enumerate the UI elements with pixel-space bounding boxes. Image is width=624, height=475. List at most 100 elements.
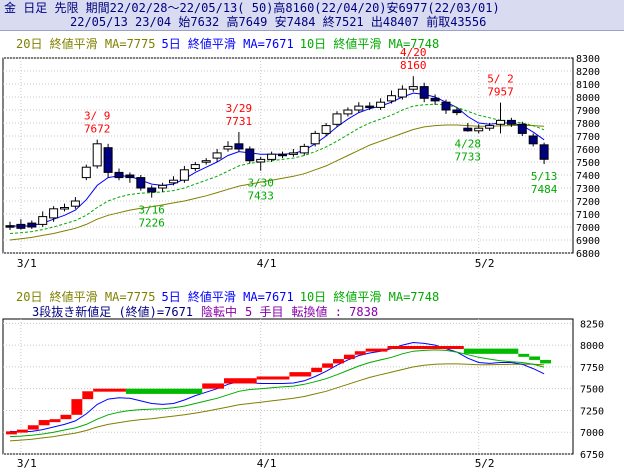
candle-body bbox=[136, 177, 146, 189]
y-tick-label: 8200 bbox=[576, 67, 600, 78]
break-info-item: 転換値 : 7838 bbox=[292, 304, 379, 319]
candle-body bbox=[245, 148, 255, 162]
candle-body bbox=[201, 160, 211, 163]
y-tick-label: 6900 bbox=[576, 236, 600, 247]
annotation-value: 7731 bbox=[226, 115, 253, 128]
brick-up bbox=[16, 429, 28, 433]
annotation-value: 7484 bbox=[531, 183, 558, 196]
annotation-date: 5/13 bbox=[531, 170, 558, 183]
candle-body bbox=[288, 152, 298, 155]
brick-up bbox=[6, 431, 17, 435]
candle-body bbox=[354, 105, 364, 111]
brick-up bbox=[256, 376, 290, 380]
ma-line-3 bbox=[9, 349, 545, 438]
ma-line-3 bbox=[9, 103, 545, 234]
brick-up bbox=[343, 354, 355, 360]
legend-entry: 10日 終値平滑 MA=7748 bbox=[300, 289, 439, 304]
brick-up bbox=[27, 425, 39, 430]
y-tick-label: 6800 bbox=[576, 249, 600, 260]
candle-body bbox=[419, 86, 429, 99]
y-tick-label: 7300 bbox=[576, 184, 600, 195]
y-tick-label: 7900 bbox=[576, 106, 600, 117]
candle-body bbox=[70, 200, 80, 207]
candle-body bbox=[408, 86, 418, 90]
legend-entry: 5日 終値平滑 MA=7671 bbox=[161, 36, 293, 51]
legend-entry: 5日 終値平滑 MA=7671 bbox=[161, 289, 293, 304]
annotation-value: 7733 bbox=[455, 151, 482, 164]
candle-body bbox=[376, 101, 386, 108]
brick-up bbox=[354, 351, 366, 355]
x-tick-label: 5/2 bbox=[475, 457, 495, 470]
candle-body bbox=[125, 174, 135, 179]
x-tick-label: 3/1 bbox=[17, 257, 37, 270]
candle-body bbox=[332, 113, 342, 125]
annotation-date: 3/ 9 bbox=[84, 110, 111, 123]
annotation-date: 3/29 bbox=[226, 102, 253, 115]
brick-up bbox=[311, 367, 323, 373]
header-line-ohlc: 22/05/13 23/04 始7632 高7649 安7484 終7521 出… bbox=[70, 15, 487, 29]
brick-up bbox=[71, 399, 83, 415]
y-tick-label: 7600 bbox=[576, 145, 600, 156]
y-tick-label: 8250 bbox=[580, 319, 604, 330]
chart-header: 金 日足 先限 期間22/02/28～22/05/13( 50)高8160(22… bbox=[0, 0, 624, 31]
x-tick-label: 4/1 bbox=[257, 457, 277, 470]
y-tick-label: 7500 bbox=[580, 385, 604, 396]
candle-body bbox=[397, 88, 407, 98]
brick-up bbox=[82, 391, 94, 400]
brick-up bbox=[202, 383, 224, 389]
brick-up bbox=[49, 419, 61, 423]
candle-body bbox=[485, 125, 495, 129]
candle-body bbox=[463, 127, 473, 132]
brick-up bbox=[365, 348, 388, 352]
annotation-date: 5/ 2 bbox=[487, 73, 514, 86]
candle-body bbox=[38, 216, 48, 225]
candle-body bbox=[190, 164, 200, 170]
candle-body bbox=[256, 158, 266, 163]
brick-up bbox=[38, 420, 50, 426]
brick-up bbox=[60, 414, 72, 420]
brick-down bbox=[540, 359, 551, 364]
candle-body bbox=[169, 179, 178, 184]
candle-body bbox=[441, 101, 451, 111]
brick-up bbox=[289, 372, 312, 377]
annotation-value: 8160 bbox=[400, 59, 427, 72]
break-info-item: 5 手目 bbox=[245, 305, 283, 319]
y-tick-label: 8000 bbox=[576, 93, 600, 104]
candle-body bbox=[528, 135, 538, 145]
y-tick-label: 8300 bbox=[576, 54, 600, 65]
candle-body bbox=[506, 119, 516, 125]
candle-body bbox=[103, 147, 113, 173]
annotation-value: 7433 bbox=[247, 190, 274, 203]
candle-body bbox=[517, 123, 527, 134]
candle-body bbox=[81, 166, 91, 179]
brick-up bbox=[333, 359, 344, 364]
legend-bottom: 20日 終値平滑 MA=7775 5日 終値平滑 MA=7671 10日 終値平滑 … bbox=[16, 289, 439, 304]
annotation-date: 3/30 bbox=[247, 177, 274, 190]
y-tick-label: 7700 bbox=[576, 132, 600, 143]
annotation-value: 7226 bbox=[138, 217, 165, 230]
candle-body bbox=[387, 95, 396, 102]
x-tick-label: 5/2 bbox=[475, 257, 495, 270]
candle-body bbox=[179, 169, 189, 181]
candle-body bbox=[474, 127, 484, 132]
break-info-item: 3段抜き新値足 (終値)=7671 bbox=[32, 304, 193, 319]
annotation-date: 4/28 bbox=[455, 138, 482, 151]
y-tick-label: 6750 bbox=[580, 450, 604, 461]
x-tick-label: 3/1 bbox=[17, 457, 37, 470]
brick-up bbox=[224, 378, 257, 384]
y-tick-label: 7200 bbox=[576, 197, 600, 208]
candle-body bbox=[114, 171, 124, 179]
new-value-chart: 6750 7000 7250 7500 7750 8000 8250 3/1 4/1 5/2 20日… bbox=[2, 289, 604, 470]
candle-body bbox=[223, 145, 233, 150]
brick-down bbox=[518, 353, 530, 357]
x-tick-label: 4/1 bbox=[257, 257, 277, 270]
ma-line-1 bbox=[9, 363, 545, 442]
candle-body bbox=[430, 97, 440, 102]
candle-body bbox=[365, 105, 375, 109]
y-tick-label: 7750 bbox=[580, 363, 604, 374]
annotation-value: 7672 bbox=[84, 123, 111, 136]
annotation-date: 3/16 bbox=[138, 204, 165, 217]
candle-body bbox=[60, 207, 69, 210]
y-tick-label: 7250 bbox=[580, 406, 604, 417]
y-tick-label: 7400 bbox=[576, 171, 600, 182]
